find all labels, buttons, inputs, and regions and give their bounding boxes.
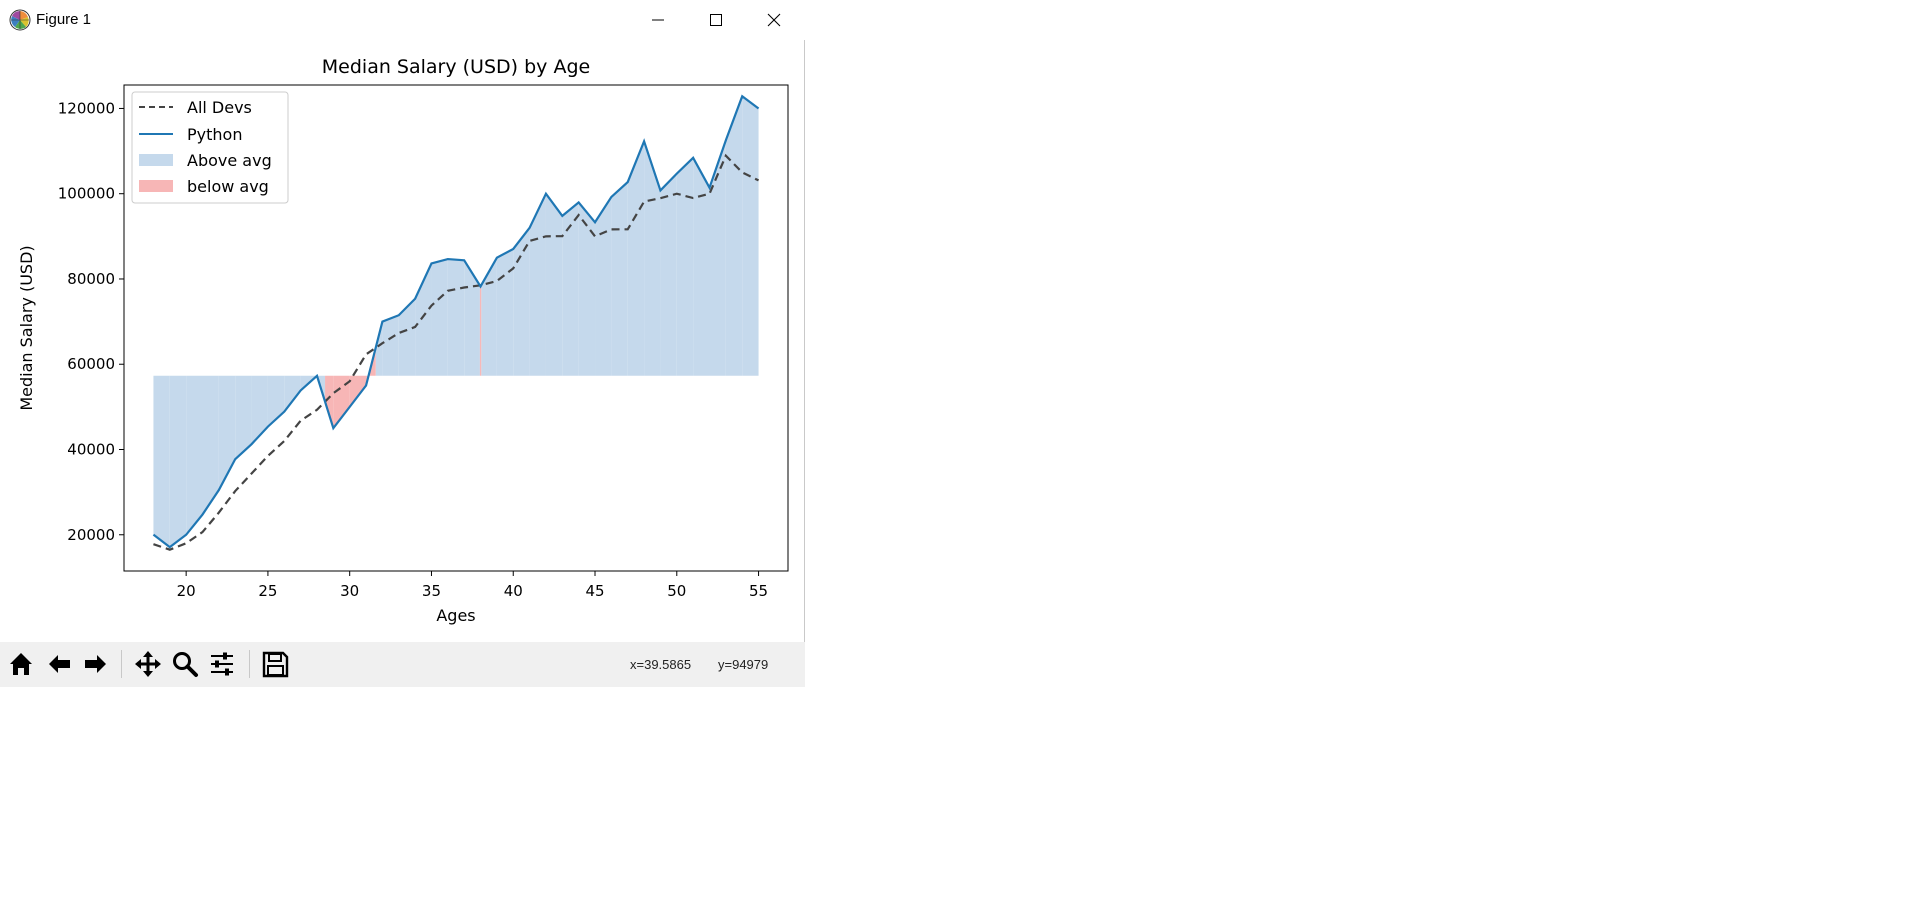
above-avg-fill-segment — [375, 321, 383, 376]
y-tick-label: 40000 — [67, 441, 115, 459]
back-arrow-icon — [49, 655, 70, 673]
above-avg-fill-segment — [693, 157, 710, 376]
x-tick-label: 45 — [585, 582, 604, 600]
pan-icon — [135, 651, 161, 677]
save-icon — [262, 651, 289, 678]
x-axis-ticks: 20 25 30 35 40 45 50 55 — [177, 571, 768, 600]
x-tick-label: 50 — [667, 582, 686, 600]
legend-box — [131, 91, 289, 204]
x-tick-label: 30 — [340, 582, 359, 600]
y-tick-label: 100000 — [58, 185, 115, 203]
above-avg-fill-segment — [595, 196, 612, 376]
minimize-icon — [652, 19, 664, 21]
above-avg-fill-segment — [284, 375, 301, 412]
above-avg-fill-segment — [496, 248, 514, 376]
above-avg-fill-segment — [169, 375, 187, 548]
above-avg-fill-segment — [251, 375, 268, 445]
cursor-x-readout: x=39.5865 — [630, 657, 692, 672]
zoom-button[interactable] — [168, 646, 202, 682]
title-bar: Figure 1 — [0, 0, 805, 40]
above-avg-fill-segment — [660, 173, 677, 376]
above-avg-fill-segment — [186, 375, 203, 535]
above-avg-fill-segment — [153, 375, 170, 548]
y-tick-label: 120000 — [58, 99, 115, 117]
legend-below-avg-label: below avg — [187, 177, 269, 196]
matplotlib-logo-icon — [9, 9, 31, 31]
above-avg-fill-segment — [513, 227, 530, 376]
above-avg-fill-segment — [267, 375, 285, 427]
above-avg-fill-segment — [644, 141, 661, 376]
above-avg-fill-segment — [545, 193, 563, 376]
close-icon — [767, 13, 781, 27]
above-avg-fill-segment — [676, 157, 694, 376]
plot-frame — [123, 84, 789, 572]
toolbar-separator — [249, 650, 250, 678]
navigation-toolbar: x=39.5865 y=94979 — [0, 642, 805, 687]
x-tick-label: 55 — [749, 582, 768, 600]
home-icon — [10, 653, 32, 675]
home-button[interactable] — [4, 646, 38, 682]
figure-window: Figure 1 20 25 30 35 40 45 50 55 20000 40000 6000… — [0, 0, 805, 687]
above-avg-fill-segment — [218, 375, 236, 490]
above-avg-fill-segment — [627, 141, 645, 376]
above-avg-fill-segment — [611, 182, 628, 376]
legend: All Devs Python Above avg below avg — [131, 91, 289, 204]
x-tick-label: 40 — [504, 582, 523, 600]
above-avg-fill-segment — [578, 202, 596, 376]
series-lines — [152, 94, 760, 551]
above-avg-fill-segment — [382, 315, 399, 376]
configure-subplots-button[interactable] — [205, 646, 239, 682]
all-devs-line — [153, 153, 760, 551]
cursor-y-readout: y=94979 — [718, 657, 769, 672]
python-line — [152, 94, 760, 549]
close-button[interactable] — [745, 0, 803, 40]
figure-canvas[interactable]: 20 25 30 35 40 45 50 55 20000 40000 60000 80000 100… — [0, 40, 805, 642]
above-avg-fill-segment — [447, 259, 465, 376]
legend-all-devs-label: All Devs — [187, 98, 252, 117]
legend-python-label: Python — [187, 125, 242, 144]
x-tick-label: 35 — [422, 582, 441, 600]
below-avg-fill-segment — [479, 285, 481, 376]
chart-title: Median Salary (USD) by Age — [322, 56, 590, 78]
above-avg-fill-segment — [431, 259, 448, 376]
y-axis-ticks: 20000 40000 60000 80000 100000 120000 — [58, 99, 124, 544]
y-tick-label: 60000 — [67, 355, 115, 373]
y-tick-label: 80000 — [67, 270, 115, 288]
maximize-icon — [710, 14, 722, 26]
below-avg-fill-segment — [349, 375, 367, 407]
pan-button[interactable] — [131, 646, 165, 682]
below-avg-fill-segment — [480, 285, 482, 376]
forward-arrow-icon — [85, 655, 106, 673]
above-avg-fill-segment — [235, 375, 252, 460]
above-avg-fill-segment — [562, 202, 579, 376]
back-button[interactable] — [42, 646, 76, 682]
y-axis-label: Median Salary (USD) — [17, 245, 36, 410]
toolbar-separator — [121, 650, 122, 678]
above-avg-fill-segment — [725, 96, 743, 376]
zoom-icon — [173, 652, 198, 677]
legend-above-avg-label: Above avg — [187, 151, 272, 170]
above-avg-fill-segment — [398, 298, 416, 376]
y-tick-label: 20000 — [67, 526, 115, 544]
forward-button[interactable] — [79, 646, 113, 682]
above-avg-fill-segment — [481, 257, 497, 376]
x-tick-label: 20 — [177, 582, 196, 600]
save-button[interactable] — [258, 646, 292, 682]
above-avg-fill-segment — [742, 96, 759, 376]
minimize-button[interactable] — [629, 0, 687, 40]
maximize-button[interactable] — [687, 0, 745, 40]
configure-subplots-icon — [211, 652, 233, 676]
above-avg-fill-segment — [709, 140, 726, 376]
x-tick-label: 25 — [258, 582, 277, 600]
legend-below-avg-swatch — [139, 180, 173, 192]
x-axis-label: Ages — [436, 606, 475, 625]
legend-above-avg-swatch — [139, 154, 173, 166]
salary-chart[interactable]: 20 25 30 35 40 45 50 55 20000 40000 60000 80000 100… — [0, 40, 805, 642]
above-avg-fill-segment — [464, 260, 480, 376]
window-title: Figure 1 — [36, 11, 92, 28]
below-avg-fill-segment — [325, 375, 334, 429]
above-avg-fill-segment — [202, 375, 219, 515]
